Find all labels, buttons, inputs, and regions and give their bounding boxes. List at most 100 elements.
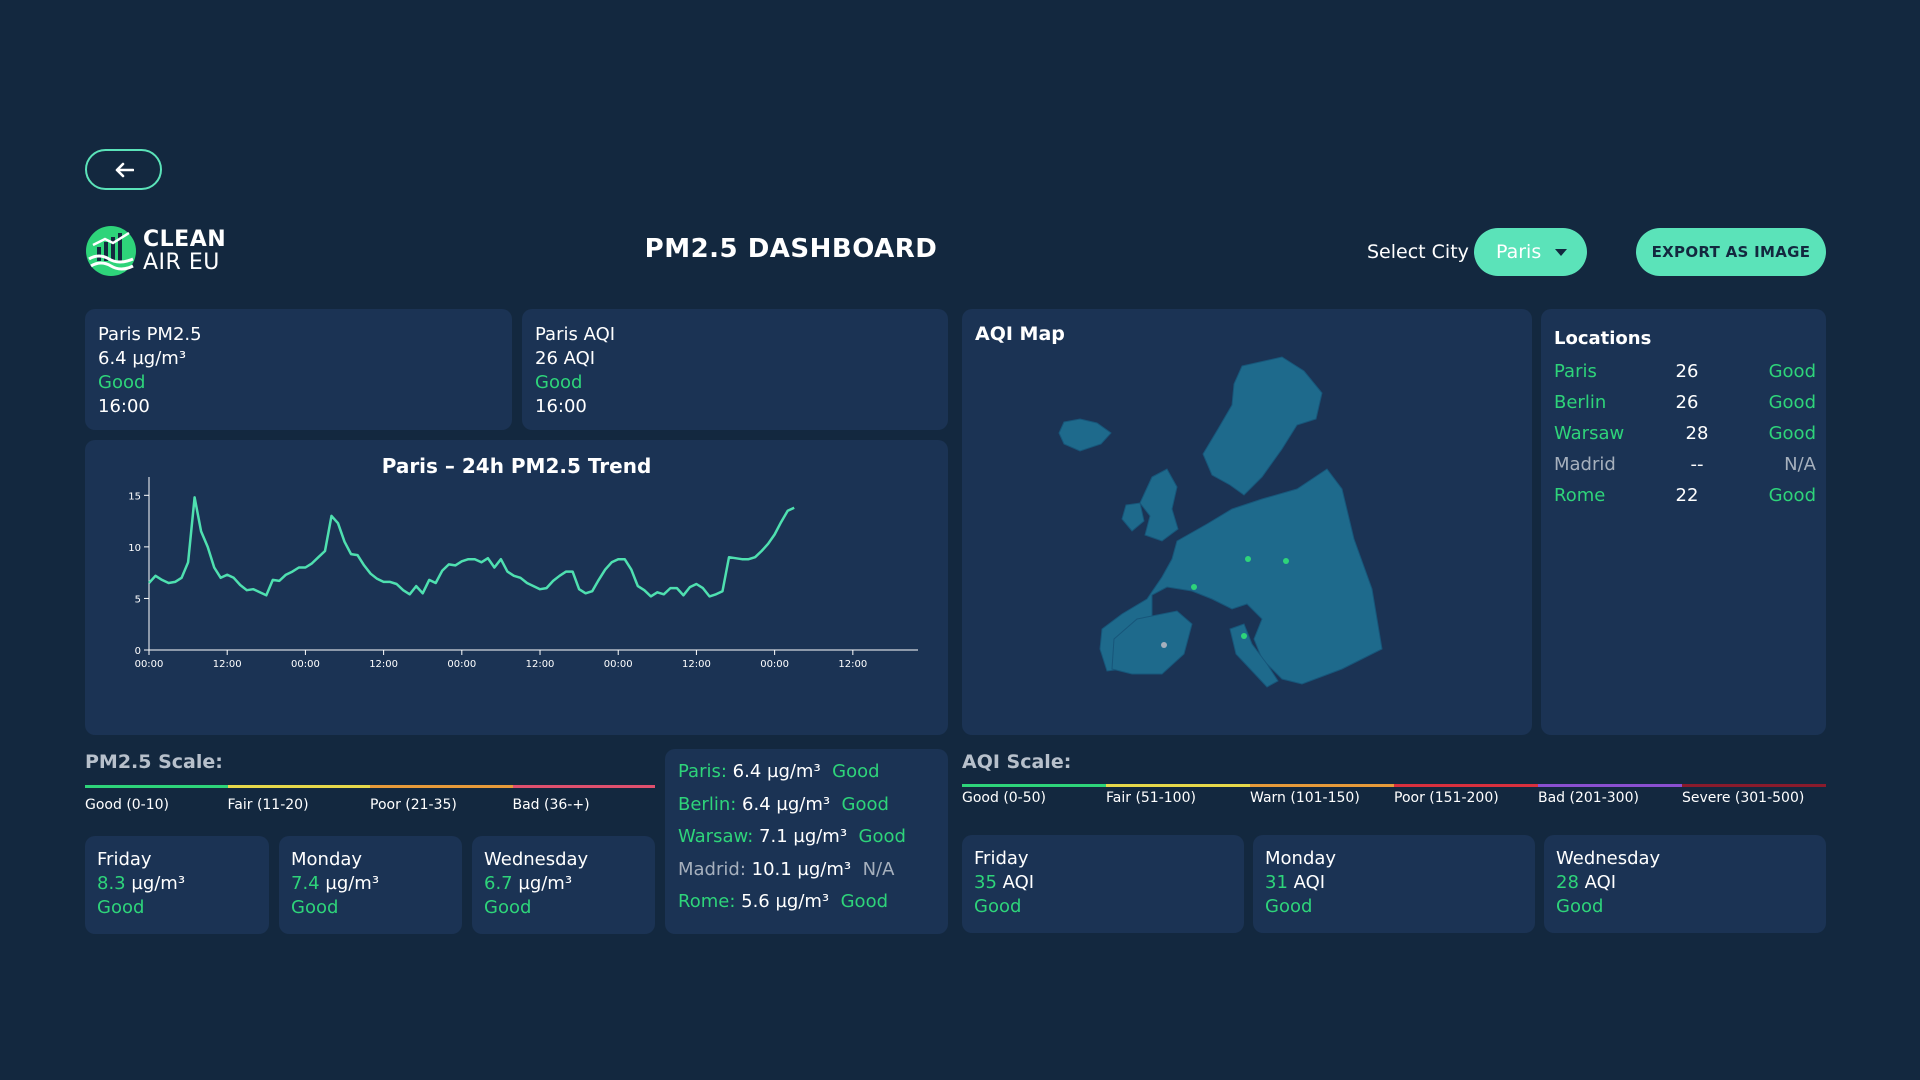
- city-pm-name: Madrid:: [678, 858, 746, 880]
- clean-air-logo-icon: [86, 226, 136, 276]
- pm25-forecast-card: Friday 8.3 µg/m³ Good: [85, 836, 269, 934]
- forecast-status: Good: [97, 897, 145, 918]
- location-city: Warsaw: [1554, 423, 1625, 444]
- location-row-berlin[interactable]: Berlin 26 Good: [1554, 392, 1816, 423]
- x-tick-label: 12:00: [682, 659, 711, 670]
- city-select-value: Paris: [1496, 241, 1542, 263]
- page-title: PM2.5 DASHBOARD: [644, 234, 938, 264]
- export-image-button[interactable]: EXPORT AS IMAGE: [1636, 228, 1826, 276]
- x-tick-label: 00:00: [291, 659, 320, 670]
- location-status: Good: [1768, 485, 1816, 506]
- iceland-shape: [1058, 418, 1112, 452]
- location-aqi: --: [1690, 454, 1704, 475]
- aqi-forecast-card: Monday 31 AQI Good: [1253, 835, 1535, 933]
- aqi-scale-segment-severe: [1682, 784, 1826, 787]
- logo-text-line2: AIR EU: [143, 250, 220, 275]
- forecast-status: Good: [974, 896, 1022, 917]
- pm25-scale-segment-good: [85, 785, 228, 788]
- x-tick-label: 00:00: [135, 659, 164, 670]
- forecast-value: 7.4: [291, 873, 320, 894]
- forecast-value: 35: [974, 872, 997, 893]
- select-city-label: Select City: [1367, 241, 1469, 263]
- mainland-europe-shape: [1099, 468, 1383, 685]
- city-pm-status: Good: [840, 891, 889, 912]
- city-pm-row: Berlin: 6.4 µg/m³ Good: [678, 794, 935, 827]
- forecast-unit: µg/m³: [319, 873, 380, 894]
- city-pm-value: 6.4 µg/m³: [736, 793, 831, 815]
- x-tick-label: 12:00: [369, 659, 398, 670]
- aqi-scale-label: Severe (301-500): [1682, 790, 1805, 806]
- city-pm-row: Paris: 6.4 µg/m³ Good: [678, 761, 935, 794]
- aqi-card-value: 26 AQI: [535, 348, 596, 369]
- map-marker-rome: [1241, 633, 1247, 639]
- aqi-scale-label: Good (0-50): [962, 790, 1047, 806]
- city-pm-value: 6.4 µg/m³: [726, 761, 821, 782]
- location-status: N/A: [1784, 454, 1816, 475]
- europe-map[interactable]: [962, 309, 1532, 735]
- city-pm-name: Rome:: [678, 891, 736, 912]
- map-marker-berlin: [1245, 556, 1251, 562]
- forecast-day: Friday: [97, 849, 152, 870]
- pm25-card-value: 6.4 µg/m³: [98, 348, 187, 369]
- location-status: Good: [1768, 423, 1816, 444]
- y-tick-label: 10: [128, 543, 141, 554]
- location-row-madrid[interactable]: Madrid -- N/A: [1554, 454, 1816, 485]
- x-tick-label: 12:00: [526, 659, 555, 670]
- location-city: Paris: [1554, 361, 1597, 382]
- aqi-scale-label: Fair (51-100): [1106, 790, 1196, 806]
- aqi-card-status: Good: [535, 372, 583, 393]
- back-button[interactable]: [85, 149, 162, 190]
- location-city: Rome: [1554, 485, 1606, 506]
- x-tick-label: 12:00: [838, 659, 867, 670]
- city-pm-list: Paris: 6.4 µg/m³ Good Berlin: 6.4 µg/m³ …: [665, 749, 948, 934]
- city-pm-value: 7.1 µg/m³: [753, 826, 848, 847]
- forecast-day: Monday: [1265, 848, 1337, 869]
- aqi-forecast-card: Friday 35 AQI Good: [962, 835, 1244, 933]
- x-tick-label: 00:00: [604, 659, 633, 670]
- aqi-scale-label: Warn (101-150): [1250, 790, 1360, 806]
- city-pm-value: 5.6 µg/m³: [735, 891, 830, 912]
- forecast-unit: AQI: [1578, 872, 1617, 893]
- city-pm-status: Good: [858, 826, 906, 847]
- location-city: Madrid: [1554, 454, 1616, 475]
- aqi-card-time: 16:00: [535, 396, 587, 417]
- chevron-down-icon: [1555, 249, 1567, 256]
- forecast-unit: µg/m³: [512, 873, 573, 894]
- trend-chart-title: Paris – 24h PM2.5 Trend: [381, 454, 652, 478]
- city-pm-status: Good: [841, 793, 889, 815]
- location-row-paris[interactable]: Paris 26 Good: [1554, 361, 1816, 392]
- forecast-day: Wednesday: [484, 849, 589, 870]
- arrow-left-icon: [115, 162, 134, 177]
- pm25-trend-line: [148, 496, 795, 598]
- forecast-value: 31: [1265, 872, 1288, 893]
- location-row-rome[interactable]: Rome 22 Good: [1554, 485, 1816, 516]
- city-pm-name: Warsaw:: [678, 826, 754, 847]
- aqi-scale-segment-warn: [1250, 784, 1394, 787]
- city-pm-value: 10.1 µg/m³: [745, 858, 852, 880]
- pm25-scale-label: Bad (36-+): [512, 797, 590, 813]
- iberia-shape: [1111, 610, 1193, 675]
- locations-card: Locations Paris 26 Good Berlin 26 Good W…: [1541, 309, 1826, 735]
- pm25-scale-label: Fair (11-20): [227, 797, 309, 813]
- y-tick-label: 0: [135, 646, 141, 657]
- location-status: Good: [1768, 392, 1816, 413]
- uk-shape: [1139, 468, 1179, 542]
- pm25-scale-labels: Good (0-10) Fair (11-20) Poor (21-35) Ba…: [85, 797, 655, 813]
- scandinavia-shape: [1202, 356, 1323, 496]
- forecast-unit: AQI: [1287, 872, 1326, 893]
- city-select[interactable]: Paris: [1474, 228, 1587, 276]
- location-row-warsaw[interactable]: Warsaw 28 Good: [1554, 423, 1816, 454]
- city-pm-row: Warsaw: 7.1 µg/m³ Good: [678, 826, 935, 859]
- logo: CLEAN AIR EU: [85, 225, 226, 277]
- pm25-card-status: Good: [98, 372, 146, 393]
- aqi-scale-labels: Good (0-50) Fair (51-100) Warn (101-150)…: [962, 790, 1826, 806]
- locations-title: Locations: [1554, 328, 1652, 349]
- forecast-day: Wednesday: [1556, 848, 1661, 869]
- location-aqi: 28: [1685, 423, 1709, 444]
- city-pm-name: Berlin:: [678, 793, 737, 815]
- x-tick-label: 00:00: [447, 659, 476, 670]
- pm25-forecast-card: Wednesday 6.7 µg/m³ Good: [472, 836, 655, 934]
- forecast-status: Good: [291, 897, 339, 918]
- aqi-card-title: Paris AQI: [535, 324, 616, 345]
- aqi-card: Paris AQI 26 AQI Good 16:00: [522, 309, 948, 430]
